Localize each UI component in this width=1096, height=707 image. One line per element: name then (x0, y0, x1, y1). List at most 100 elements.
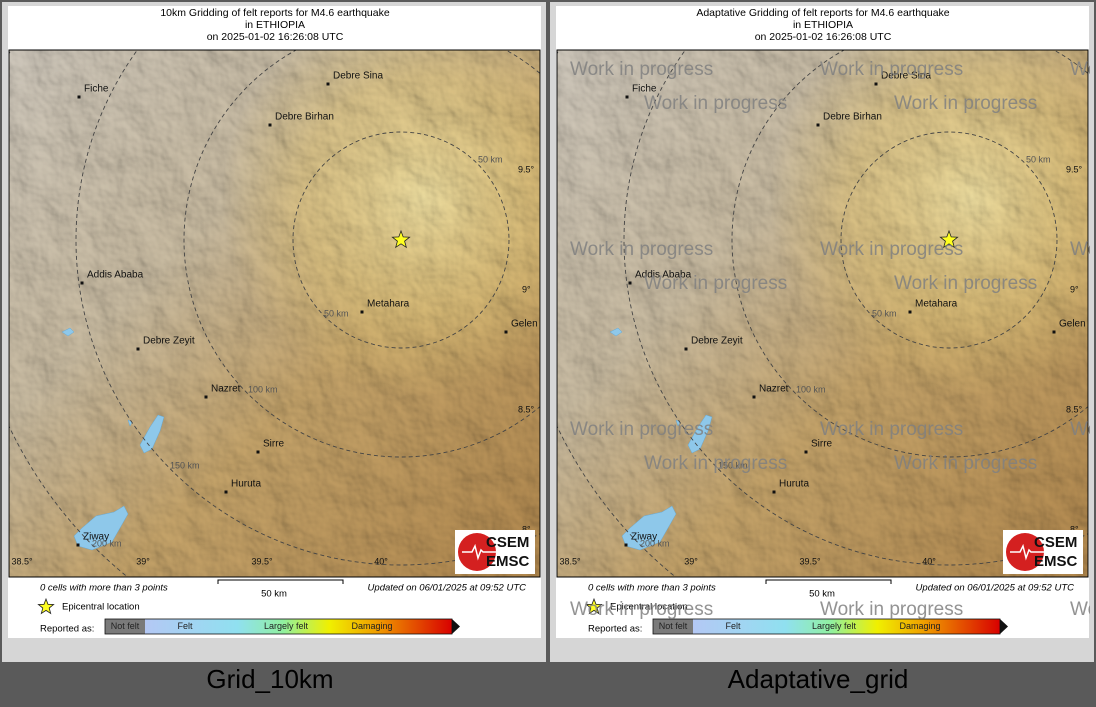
latitude-label: 9° (522, 284, 531, 294)
panel-caption: Adaptative_grid (728, 664, 909, 694)
intensity-bar (693, 619, 1000, 634)
watermark-text: Work in progress (570, 239, 713, 260)
longitude-label: 39° (684, 556, 698, 566)
watermark-text: Work in progress (1070, 599, 1096, 620)
legend-epicenter: Epicentral location (610, 602, 688, 613)
lake (139, 414, 165, 454)
map-panel: 10km Gridding of felt reports for M4.6 e… (2, 2, 546, 694)
map-border (556, 49, 1089, 578)
city-marker (752, 395, 756, 399)
watermark-text: Work in progress (820, 239, 963, 260)
lake (609, 327, 623, 337)
logo-wave (1010, 543, 1069, 561)
ring-label: 100 km (796, 384, 826, 394)
city-marker (816, 123, 820, 127)
watermark-text: Work in progress (894, 93, 1037, 114)
watermark-text: Work in progress (894, 273, 1037, 294)
city-marker (76, 543, 80, 547)
latitude-label: 8.5° (518, 404, 535, 414)
longitude-label: 39° (136, 556, 150, 566)
city-label: Metahara (915, 299, 958, 310)
intensity-label: Felt (177, 621, 193, 631)
city-marker (77, 95, 81, 99)
city-marker (908, 310, 912, 314)
legend-star (37, 597, 55, 615)
intensity-arrow (1000, 619, 1008, 634)
longitude-label: 38.5° (559, 556, 581, 566)
map-title: on 2025-01-02 16:26:08 UTC (755, 31, 892, 43)
reported-as: Reported as: (40, 624, 94, 635)
city-marker (684, 347, 688, 351)
ring-label: 200 km (92, 538, 122, 548)
city-label: Nazret (759, 384, 789, 395)
city-marker (326, 82, 330, 86)
city-marker (204, 395, 208, 399)
watermark-text: Work in progress (644, 273, 787, 294)
ring-label: 150 km (718, 460, 748, 470)
latitude-label: 8° (1070, 524, 1079, 534)
city-marker (772, 490, 776, 494)
legend-star (585, 597, 603, 615)
city-marker (136, 347, 140, 351)
intensity-label: Largely felt (812, 621, 857, 631)
city-label: Debre Birhan (823, 112, 882, 123)
city-label: Debre Sina (881, 71, 931, 82)
city-label: Huruta (231, 479, 261, 490)
city-label: Debre Sina (333, 71, 383, 82)
lake (687, 414, 713, 454)
watermark-text: Work in progress (570, 599, 713, 620)
intensity-outline (104, 618, 453, 635)
watermark-text: Work in progress (1070, 239, 1096, 260)
ring-label: 50 km (478, 154, 503, 164)
city-marker (628, 281, 632, 285)
watermark-text: Work in progress (644, 93, 787, 114)
city-label: Huruta (779, 479, 809, 490)
longitude-label: 39.5° (251, 556, 273, 566)
watermark-text: Work in progress (820, 59, 963, 80)
lake (73, 505, 129, 551)
lake (61, 327, 75, 337)
city-marker (1052, 330, 1056, 334)
latitude-label: 8° (522, 524, 531, 534)
logo-text: EMSC (486, 553, 530, 570)
watermark-text: Work in progress (820, 419, 963, 440)
updated-note: Updated on 06/01/2025 at 09:52 UTC (916, 583, 1075, 594)
city-label: Gelen (1059, 319, 1086, 330)
map-border (8, 49, 541, 578)
ring-label: 50 km (872, 308, 897, 318)
cells-note: 0 cells with more than 3 points (588, 583, 716, 594)
city-marker (268, 123, 272, 127)
city-label: Ziway (83, 532, 109, 543)
intensity-label: Not felt (659, 621, 688, 631)
city-marker (874, 82, 878, 86)
panel-caption: Grid_10km (206, 664, 333, 694)
scale-notfelt (653, 619, 693, 634)
ring-label: 150 km (170, 460, 200, 470)
intensity-label: Not felt (111, 621, 140, 631)
ring-label: 50 km (324, 308, 349, 318)
longitude-label: 39.5° (799, 556, 821, 566)
distance-ring (840, 131, 1058, 349)
latitude-label: 9° (1070, 284, 1079, 294)
map-area: 50 km 50 km 100 km 150 km 200 km Fiche Debre S… (557, 50, 1088, 577)
latitude-label: 9.5° (518, 164, 535, 174)
ring-label: 50 km (1026, 154, 1051, 164)
epicenter-star (391, 229, 411, 249)
watermark-text: Work in progress (1070, 419, 1096, 440)
hillshade (557, 50, 1088, 577)
hillshade (9, 50, 540, 577)
city-label: Gelen (511, 319, 538, 330)
scale-notfelt (105, 619, 145, 634)
intensity-label: Largely felt (264, 621, 309, 631)
city-marker (804, 450, 808, 454)
map-title: Adaptative Gridding of felt reports for … (696, 7, 949, 19)
watermark-text: Work in progress (1070, 59, 1096, 80)
city-label: Nazret (211, 384, 241, 395)
city-marker (625, 95, 629, 99)
map-title: in ETHIOPIA (245, 19, 305, 31)
city-label: Addis Ababa (87, 270, 144, 281)
map-title: 10km Gridding of felt reports for M4.6 e… (160, 7, 390, 19)
latitude-label: 9.5° (1066, 164, 1083, 174)
city-label: Debre Birhan (275, 112, 334, 123)
